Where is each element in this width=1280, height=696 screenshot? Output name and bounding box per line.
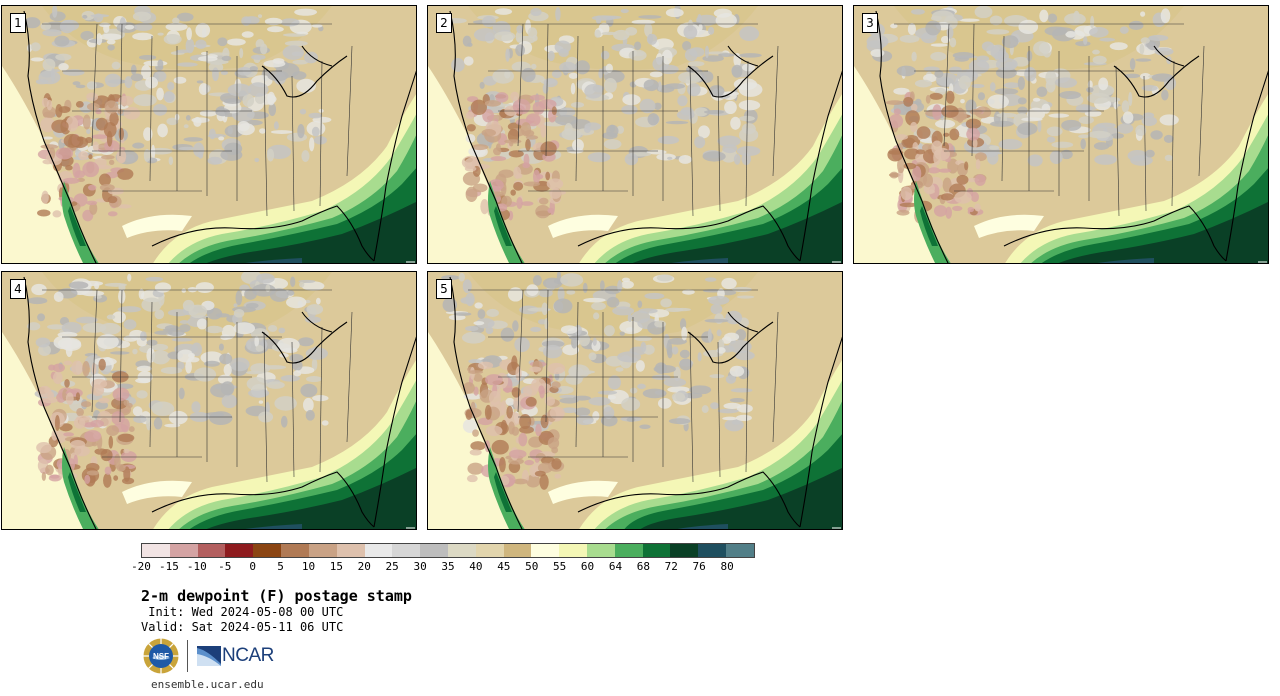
colorbar-swatch: [420, 544, 448, 557]
colorbar-swatch: [392, 544, 421, 557]
colorbar-swatch: [698, 544, 727, 557]
map-title: 2-m dewpoint (F) postage stamp: [141, 587, 412, 605]
colorbar-swatch: [197, 544, 226, 557]
colorbar-tick-label: 55: [553, 560, 567, 573]
colorbar-swatch: [559, 544, 587, 557]
postage-stamp-panel: 5: [427, 271, 843, 530]
stamp-number-label: 3: [862, 13, 878, 33]
colorbar-swatch: [169, 544, 198, 557]
colorbar-tick-label: 68: [636, 560, 650, 573]
colorbar-swatch: [281, 544, 309, 557]
stamp-number-label: 2: [436, 13, 452, 33]
colorbar-tick-label: 80: [720, 560, 734, 573]
init-time: Init: Wed 2024-05-08 00 UTC: [141, 605, 344, 619]
colorbar-tick-label: 50: [525, 560, 539, 573]
stamp-number-label: 4: [10, 279, 26, 299]
dewpoint-map: [854, 6, 1268, 263]
stamp-number-label: 5: [436, 279, 452, 299]
ncar-logo-text: NCAR: [222, 645, 274, 666]
colorbar-tick-label: 20: [357, 560, 371, 573]
dewpoint-map: [2, 272, 416, 529]
colorbar-swatch: [614, 544, 643, 557]
colorbar-tick-label: 25: [385, 560, 399, 573]
postage-stamp-panel: 1: [1, 5, 417, 264]
colorbar-tick-labels: -20 -15 -10 -5 0 5 10 15 20 25 30 35 40 45 50 55 60 64 68 7…: [131, 560, 755, 580]
stamp-number-label: 1: [10, 13, 26, 33]
colorbar-swatch: [142, 544, 170, 557]
dewpoint-map: [2, 6, 416, 263]
colorbar-tick-label: 60: [580, 560, 595, 573]
colorbar-tick-label: -5: [218, 560, 232, 573]
ncar-wave-icon: [197, 646, 221, 666]
colorbar-tick-label: 15: [329, 560, 343, 573]
colorbar-tick-label: 76: [692, 560, 706, 573]
colorbar-tick-label: 40: [469, 560, 483, 573]
colorbar-swatch: [475, 544, 504, 557]
colorbar-swatch: [253, 544, 282, 557]
colorbar-tick-label: -10: [186, 560, 207, 573]
postage-stamp-panel: 4: [1, 271, 417, 530]
dewpoint-map: [428, 6, 842, 263]
colorbar-tick-label: 64: [608, 560, 623, 573]
colorbar-tick-label: 45: [497, 560, 511, 573]
nsf-logo-text: NSF: [153, 652, 169, 661]
colorbar-swatch: [726, 544, 754, 557]
colorbar-tick-label: 72: [664, 560, 678, 573]
logos: NSF NCAR: [143, 637, 274, 675]
colorbar-tick-label: 0: [249, 560, 256, 573]
dewpoint-colorbar: [141, 543, 755, 558]
colorbar-swatch: [308, 544, 337, 557]
colorbar-swatch: [670, 544, 699, 557]
postage-stamp-panel: 3: [853, 5, 1269, 264]
valid-time: Valid: Sat 2024-05-11 06 UTC: [141, 620, 344, 634]
postage-stamp-panel: 2: [427, 5, 843, 264]
colorbar-swatch: [364, 544, 393, 557]
dewpoint-map: [428, 272, 842, 529]
footer-url: ensemble.ucar.edu: [151, 678, 264, 691]
colorbar-swatch: [642, 544, 671, 557]
ncar-logo: NCAR: [197, 645, 274, 667]
colorbar-swatch: [447, 544, 476, 557]
colorbar-tick-label: 5: [277, 560, 284, 573]
colorbar-tick-label: 10: [301, 560, 316, 573]
colorbar-tick-label: 35: [441, 560, 455, 573]
colorbar-tick-label: -20: [131, 560, 151, 573]
colorbar-swatch: [531, 544, 560, 557]
colorbar-swatch: [225, 544, 254, 557]
nsf-logo: NSF: [143, 638, 179, 674]
colorbar-swatch: [336, 544, 365, 557]
logo-divider: [187, 640, 188, 672]
colorbar-swatch: [503, 544, 532, 557]
colorbar-swatch: [587, 544, 615, 557]
colorbar-tick-label: -15: [158, 560, 179, 573]
colorbar-tick-label: 30: [413, 560, 427, 573]
